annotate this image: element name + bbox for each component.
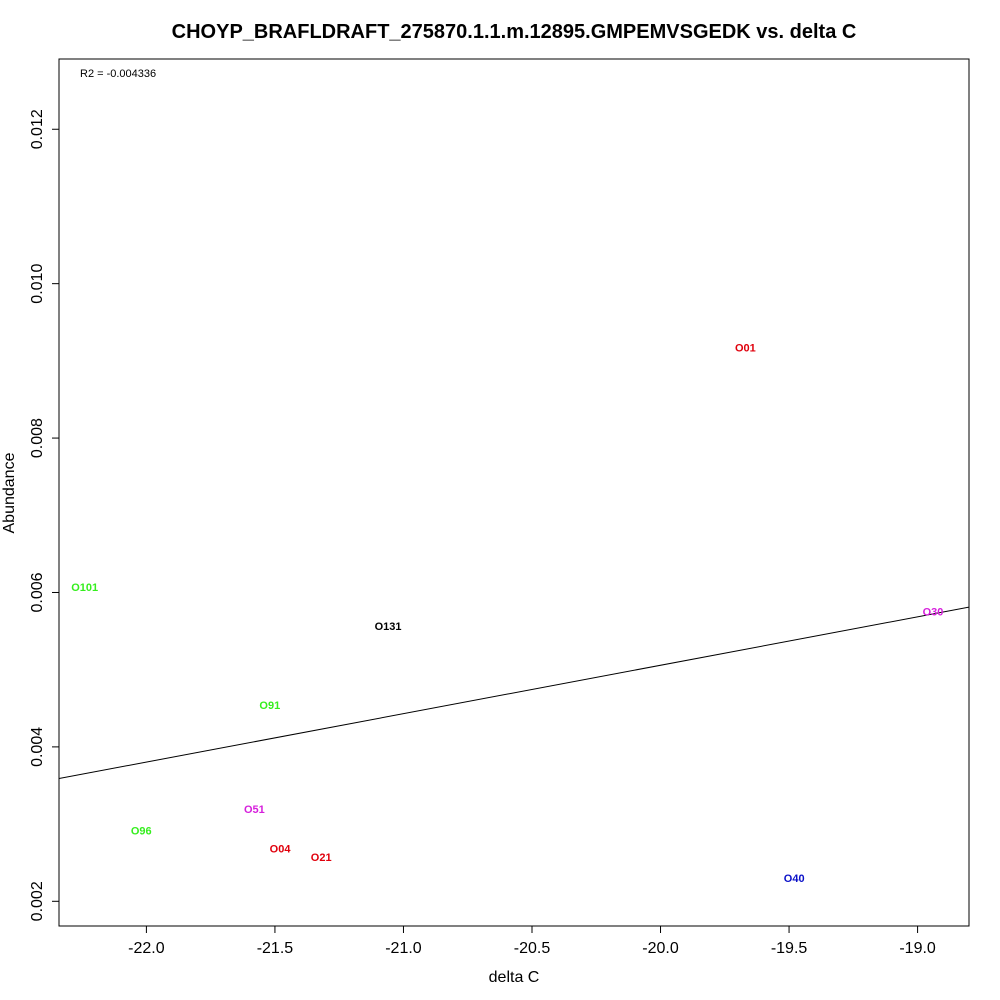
y-tick-label: 0.002 [29,881,46,921]
x-tick-label: -19.5 [771,940,808,957]
x-tick-label: -21.0 [385,940,422,957]
point-label-o04: O04 [270,843,292,855]
plot-frame [58,58,970,927]
x-tick-label: -19.0 [899,940,936,957]
point-label-o21: O21 [311,852,332,864]
chart-title: CHOYP_BRAFLDRAFT_275870.1.1.m.12895.GMPE… [172,21,857,43]
point-label-o51: O51 [244,804,265,816]
y-tick-label: 0.010 [29,264,46,304]
point-label-o96: O96 [131,826,152,838]
y-tick-label: 0.004 [29,727,46,767]
point-label-o01: O01 [735,342,756,354]
x-tick-label: -22.0 [128,940,165,957]
y-axis-label: Abundance [1,452,18,533]
x-tick-label: -20.0 [642,940,679,957]
regression-line [59,606,969,780]
x-tick-label: -20.5 [514,940,551,957]
point-label-o101: O101 [71,582,98,594]
r2-annotation: R2 = -0.004336 [80,68,156,80]
point-label-o40: O40 [784,873,805,885]
y-tick-label: 0.006 [29,572,46,612]
x-axis-label: delta C [489,969,540,986]
y-tick-label: 0.012 [29,109,46,149]
point-label-o91: O91 [259,700,280,712]
y-tick-label: 0.008 [29,418,46,458]
point-label-o30: O30 [923,606,944,618]
point-label-o131: O131 [375,621,402,633]
x-tick-label: -21.5 [257,940,294,957]
